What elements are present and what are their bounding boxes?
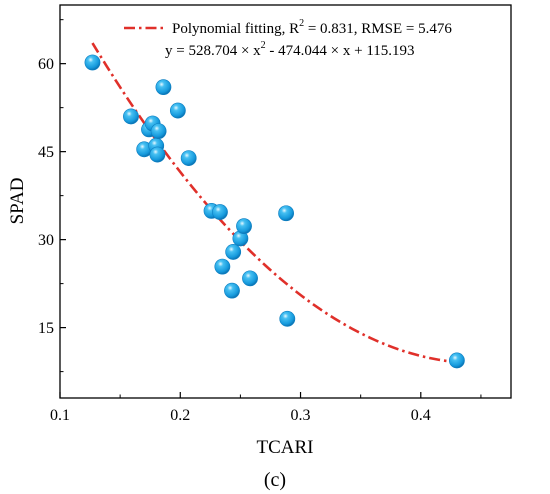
y-tick-label: 60 xyxy=(38,56,54,73)
data-point xyxy=(155,79,172,96)
x-axis-ticks: 0.1 0.2 0.3 0.4 xyxy=(50,392,482,424)
x-tick-label: 0.1 xyxy=(50,407,70,424)
y-axis-title: SPAD xyxy=(7,178,28,225)
data-point xyxy=(242,270,258,287)
data-point xyxy=(149,146,166,163)
data-point xyxy=(84,54,101,71)
x-tick-label: 0.3 xyxy=(291,407,311,424)
y-tick-label: 30 xyxy=(38,232,54,249)
data-point xyxy=(180,150,197,166)
y-tick-label: 45 xyxy=(38,144,54,161)
legend-equation: y = 528.704 × x2 - 474.044 × x + 115.193 xyxy=(165,40,415,59)
panel-label: (c) xyxy=(264,469,286,491)
x-tick-label: 0.4 xyxy=(411,407,431,424)
legend: Polynomial fitting, R2 = 0.831, RMSE = 5… xyxy=(124,18,452,59)
data-point xyxy=(224,282,240,299)
data-point xyxy=(278,205,295,222)
data-point xyxy=(123,108,139,125)
x-tick-label: 0.2 xyxy=(170,407,190,424)
polynomial-fit-line xyxy=(91,42,458,364)
data-point xyxy=(169,102,186,119)
legend-fit-label: Polynomial fitting, R2 = 0.831, RMSE = 5… xyxy=(172,18,452,37)
y-tick-label: 15 xyxy=(38,320,54,337)
y-axis-ticks: 15 30 45 60 xyxy=(38,19,66,373)
data-point xyxy=(150,123,167,140)
data-point xyxy=(225,244,242,260)
data-points xyxy=(84,54,465,369)
data-point xyxy=(236,218,252,235)
data-point xyxy=(214,258,231,275)
data-point xyxy=(279,310,296,327)
plot-frame xyxy=(59,4,512,399)
data-point xyxy=(448,352,465,369)
x-axis-title: TCARI xyxy=(257,437,314,458)
data-point xyxy=(212,204,228,220)
